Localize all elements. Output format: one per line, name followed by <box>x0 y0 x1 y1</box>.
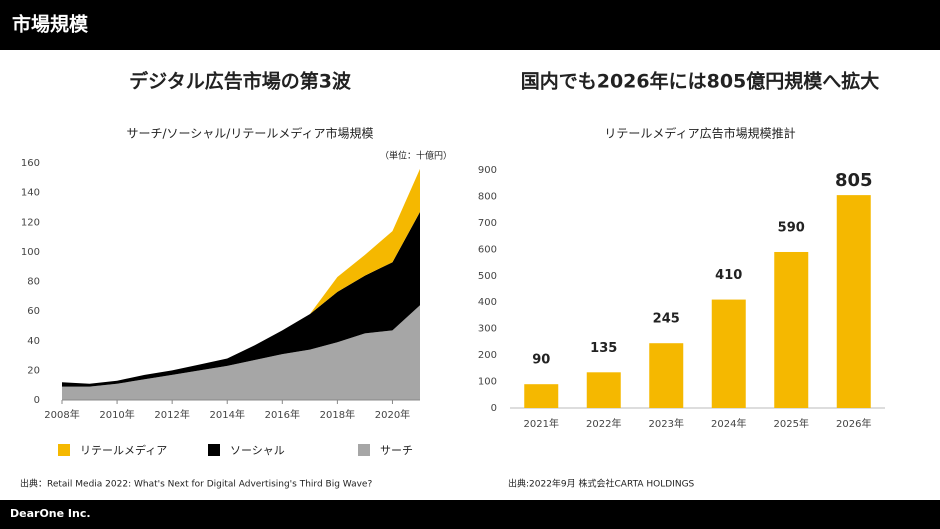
y-tick-label: 500 <box>478 271 497 282</box>
x-tick-label: 2024年 <box>711 417 746 430</box>
y-tick-label: 200 <box>478 350 497 361</box>
y-tick-label: 800 <box>478 191 497 202</box>
y-tick-label: 700 <box>478 218 497 229</box>
y-tick-label: 40 <box>27 336 40 347</box>
x-tick-label: 2014年 <box>210 408 245 421</box>
area <box>62 168 420 384</box>
x-tick-label: 2025年 <box>774 417 809 430</box>
x-tick-label: 2010年 <box>99 408 134 421</box>
chart-heading: デジタル広告市場の第3波 <box>129 70 352 93</box>
y-tick-label: 100 <box>478 377 497 388</box>
area <box>62 211 420 387</box>
y-tick-label: 60 <box>27 306 40 317</box>
header-title: 市場規模 <box>12 13 89 36</box>
x-tick-label: 2008年 <box>44 408 79 421</box>
y-tick-label: 20 <box>27 365 40 376</box>
y-tick-label: 100 <box>21 247 40 258</box>
x-tick-label: 2023年 <box>649 417 684 430</box>
source: 出典:2022年9月 株式会社CARTA HOLDINGS <box>508 478 695 490</box>
y-tick-label: 0 <box>491 403 497 414</box>
y-tick-label: 900 <box>478 165 497 176</box>
y-tick-label: 400 <box>478 297 497 308</box>
legend-label: サーチ <box>380 444 413 457</box>
y-tick-label: 0 <box>34 395 40 406</box>
bar <box>586 372 621 408</box>
legend-label: ソーシャル <box>230 444 285 457</box>
y-tick-label: 600 <box>478 244 497 255</box>
value-label: 590 <box>778 220 805 235</box>
value-label: 135 <box>590 341 617 356</box>
legend-swatch <box>208 444 220 456</box>
x-tick-label: 2022年 <box>586 417 621 430</box>
value-label: 410 <box>715 268 742 283</box>
source: 出典：Retail Media 2022: What's Next for Di… <box>20 478 372 490</box>
unit-label: （単位：十億円） <box>380 150 452 162</box>
x-tick-label: 2016年 <box>265 408 300 421</box>
y-tick-label: 80 <box>27 277 40 288</box>
bar <box>524 384 559 408</box>
value-label: 90 <box>532 353 550 368</box>
x-tick-label: 2018年 <box>320 408 355 421</box>
legend-swatch <box>58 444 70 456</box>
y-tick-label: 140 <box>21 188 40 199</box>
chart-title: サーチ/ソーシャル/リテールメディア市場規模 <box>126 126 373 141</box>
bar <box>836 195 871 408</box>
legend-label: リテールメディア <box>80 443 167 457</box>
y-tick-label: 120 <box>21 217 40 228</box>
bar <box>649 343 684 408</box>
y-tick-label: 300 <box>478 324 497 335</box>
x-tick-label: 2020年 <box>375 408 410 421</box>
y-tick-label: 160 <box>21 158 40 169</box>
value-label: 245 <box>653 312 680 327</box>
footer-company: DearOne Inc. <box>10 507 91 520</box>
x-tick-label: 2026年 <box>836 417 871 430</box>
bar <box>774 251 809 408</box>
area <box>62 305 420 400</box>
x-tick-label: 2012年 <box>154 408 189 421</box>
chart-title: リテールメディア広告市場規模推計 <box>604 126 795 141</box>
footer-bar <box>0 500 940 529</box>
bar <box>711 299 746 408</box>
header-bar <box>0 0 940 50</box>
x-tick-label: 2021年 <box>524 417 559 430</box>
chart-heading: 国内でも2026年には805億円規模へ拡大 <box>521 70 880 93</box>
value-label: 805 <box>835 170 873 191</box>
legend-swatch <box>358 444 370 456</box>
